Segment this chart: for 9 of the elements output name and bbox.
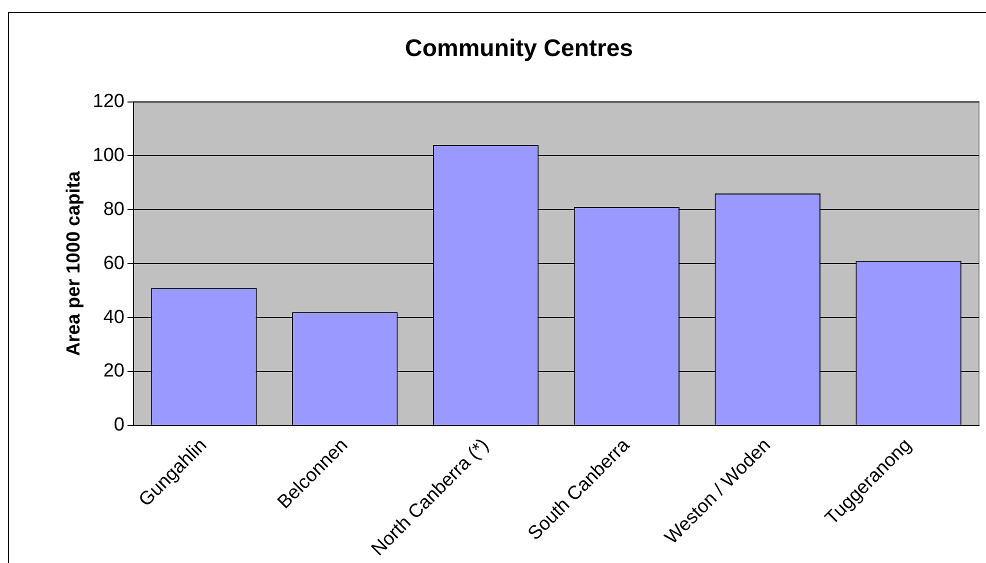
y-tick-label: 0 (114, 414, 124, 436)
y-tick-label: 120 (92, 91, 124, 112)
y-axis-title: Area per 1000 capita (64, 170, 85, 356)
y-tick-label: 60 (103, 252, 124, 274)
chart-title: Community Centres (404, 35, 634, 62)
y-tick-label: 100 (92, 144, 124, 166)
y-tick-label: 20 (103, 360, 124, 382)
y-tick-label: 80 (103, 198, 124, 220)
y-tick-label: 40 (103, 306, 124, 328)
